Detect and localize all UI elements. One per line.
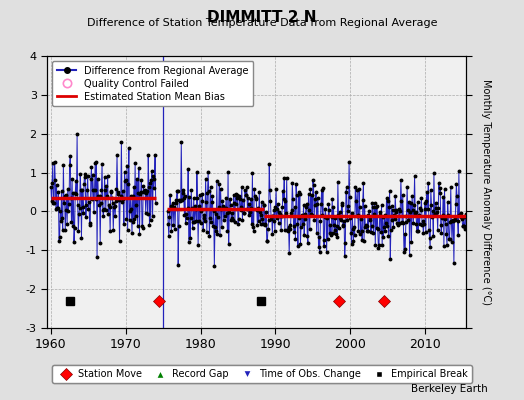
Y-axis label: Monthly Temperature Anomaly Difference (°C): Monthly Temperature Anomaly Difference (…: [481, 79, 491, 305]
Text: Berkeley Earth: Berkeley Earth: [411, 384, 487, 394]
Text: Difference of Station Temperature Data from Regional Average: Difference of Station Temperature Data f…: [87, 18, 437, 28]
Text: DIMMITT 2 N: DIMMITT 2 N: [208, 10, 316, 25]
Legend: Station Move, Record Gap, Time of Obs. Change, Empirical Break: Station Move, Record Gap, Time of Obs. C…: [52, 365, 472, 383]
